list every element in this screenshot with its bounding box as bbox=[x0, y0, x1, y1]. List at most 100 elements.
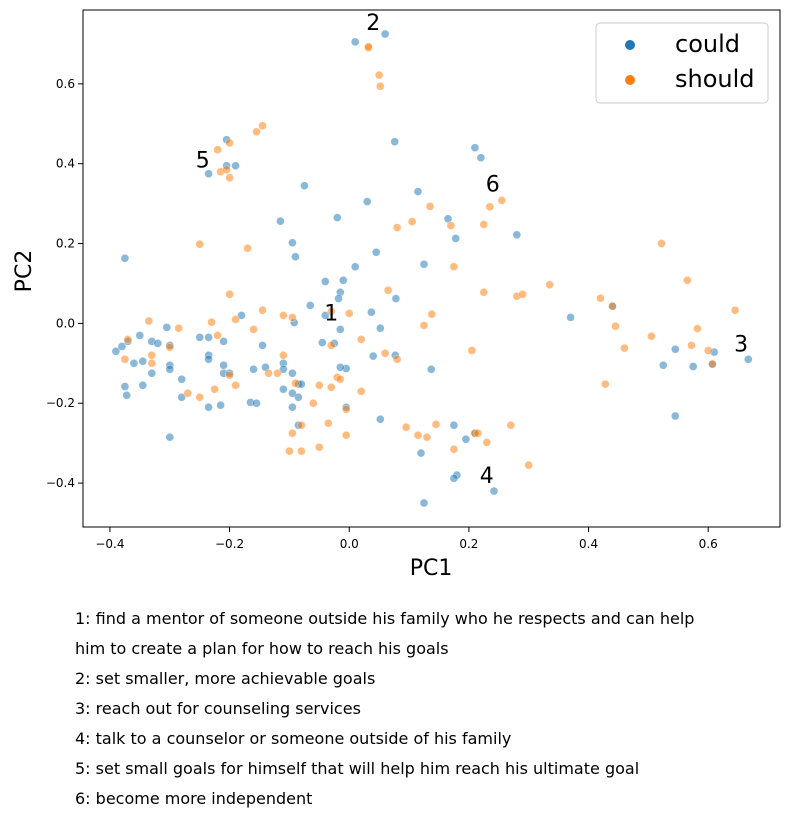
data-point-should bbox=[682, 275, 692, 285]
x-axis-label: PC1 bbox=[410, 556, 453, 581]
data-point-could bbox=[120, 253, 130, 263]
data-point-could bbox=[177, 374, 186, 384]
x-axis-ticks: −0.4 −0.2 0.0 0.2 0.4 0.6 bbox=[95, 527, 718, 551]
data-point-should bbox=[419, 321, 429, 330]
points-layer bbox=[111, 29, 753, 508]
data-point-could bbox=[288, 368, 297, 378]
data-point-could bbox=[204, 169, 213, 178]
data-point-could bbox=[449, 473, 459, 483]
data-point-could bbox=[320, 311, 330, 320]
x-tick-label: −0.2 bbox=[215, 537, 244, 551]
data-point-should bbox=[524, 460, 534, 470]
point-annotation-4: 4 bbox=[480, 464, 494, 489]
data-point-should bbox=[620, 343, 629, 353]
data-point-should bbox=[258, 121, 267, 131]
data-point-could bbox=[461, 434, 471, 444]
data-point-should bbox=[380, 348, 390, 358]
note-line: 6: become more independent bbox=[75, 789, 313, 808]
data-point-could bbox=[138, 380, 148, 390]
data-point-should bbox=[144, 316, 154, 326]
data-point-could bbox=[231, 161, 240, 170]
data-point-could bbox=[294, 392, 303, 402]
data-point-should bbox=[374, 70, 384, 80]
x-tick-label: −0.4 bbox=[95, 537, 124, 551]
data-point-should bbox=[165, 342, 175, 352]
data-point-should bbox=[273, 368, 282, 378]
data-point-could bbox=[335, 362, 345, 372]
data-point-should bbox=[506, 420, 516, 430]
data-point-should bbox=[225, 370, 234, 380]
x-tick-label: 0.6 bbox=[699, 537, 718, 551]
point-annotation-3: 3 bbox=[734, 332, 748, 357]
scatter-chart: 1 2 3 4 5 6 −0.4 −0.2 0.0 0.2 0.4 0.6 −0.4 −0.2 0.0 0… bbox=[12, 9, 781, 581]
data-point-could bbox=[658, 360, 668, 370]
data-point-should bbox=[693, 324, 702, 333]
data-point-should bbox=[314, 380, 324, 390]
data-point-should bbox=[479, 220, 489, 229]
data-point-should bbox=[383, 285, 393, 295]
y-tick-label: 0.4 bbox=[56, 157, 75, 171]
note-line: 5: set small goals for himself that will… bbox=[75, 759, 640, 778]
data-point-should bbox=[213, 331, 222, 340]
data-point-should bbox=[252, 127, 261, 137]
data-point-should bbox=[473, 428, 483, 438]
data-point-could bbox=[380, 29, 390, 39]
data-point-should bbox=[647, 331, 656, 341]
data-point-could bbox=[367, 307, 376, 317]
data-point-could bbox=[476, 153, 486, 162]
data-point-should bbox=[174, 323, 183, 333]
data-point-could bbox=[291, 252, 300, 262]
legend-label-should: should bbox=[675, 65, 755, 93]
data-point-should bbox=[326, 307, 336, 316]
data-point-could bbox=[204, 354, 213, 364]
data-point-could bbox=[153, 339, 163, 348]
data-point-could bbox=[204, 333, 213, 342]
data-point-should bbox=[600, 379, 610, 389]
data-point-should bbox=[446, 221, 456, 230]
data-point-should bbox=[608, 301, 617, 311]
legend-frame bbox=[595, 22, 769, 104]
data-point-could bbox=[470, 143, 480, 152]
data-point-should bbox=[479, 287, 489, 297]
y-tick-label: −0.2 bbox=[46, 396, 75, 410]
data-point-could bbox=[305, 301, 315, 310]
data-point-could bbox=[371, 248, 381, 257]
data-point-should bbox=[467, 346, 477, 355]
data-point-could bbox=[288, 388, 297, 398]
y-tick-label: 0.0 bbox=[56, 316, 75, 330]
data-point-should bbox=[279, 350, 288, 360]
data-point-could bbox=[252, 398, 261, 408]
data-point-should bbox=[485, 202, 495, 212]
data-point-could bbox=[177, 392, 186, 402]
data-point-could bbox=[237, 311, 246, 320]
data-point-should bbox=[291, 378, 300, 388]
data-point-could bbox=[276, 216, 285, 226]
data-point-could bbox=[129, 358, 139, 368]
data-point-could bbox=[426, 364, 436, 374]
note-line: 3: reach out for counseling services bbox=[75, 699, 361, 718]
data-point-should bbox=[123, 335, 133, 344]
data-point-could bbox=[512, 230, 522, 240]
x-tick-label: 0.4 bbox=[579, 537, 598, 551]
data-point-could bbox=[288, 238, 297, 247]
data-point-should bbox=[258, 305, 267, 315]
data-point-should bbox=[326, 341, 336, 350]
data-point-should bbox=[401, 422, 411, 432]
data-point-should bbox=[243, 244, 252, 253]
data-point-should bbox=[708, 359, 717, 369]
data-point-should bbox=[407, 217, 417, 226]
data-point-should bbox=[703, 346, 713, 355]
point-annotation-1: 1 bbox=[324, 302, 338, 327]
legend-label-could: could bbox=[675, 30, 740, 58]
data-point-could bbox=[279, 364, 288, 374]
annotation-layer: 1 2 3 4 5 6 bbox=[196, 11, 748, 489]
data-point-could bbox=[368, 351, 378, 361]
data-point-could bbox=[138, 356, 148, 366]
y-tick-label: 0.6 bbox=[56, 77, 75, 91]
data-point-should bbox=[687, 341, 696, 350]
x-tick-label: 0.2 bbox=[459, 537, 478, 551]
data-point-should bbox=[657, 239, 666, 248]
legend-marker-could bbox=[625, 40, 635, 50]
data-point-could bbox=[219, 360, 228, 370]
data-point-should bbox=[279, 311, 288, 320]
